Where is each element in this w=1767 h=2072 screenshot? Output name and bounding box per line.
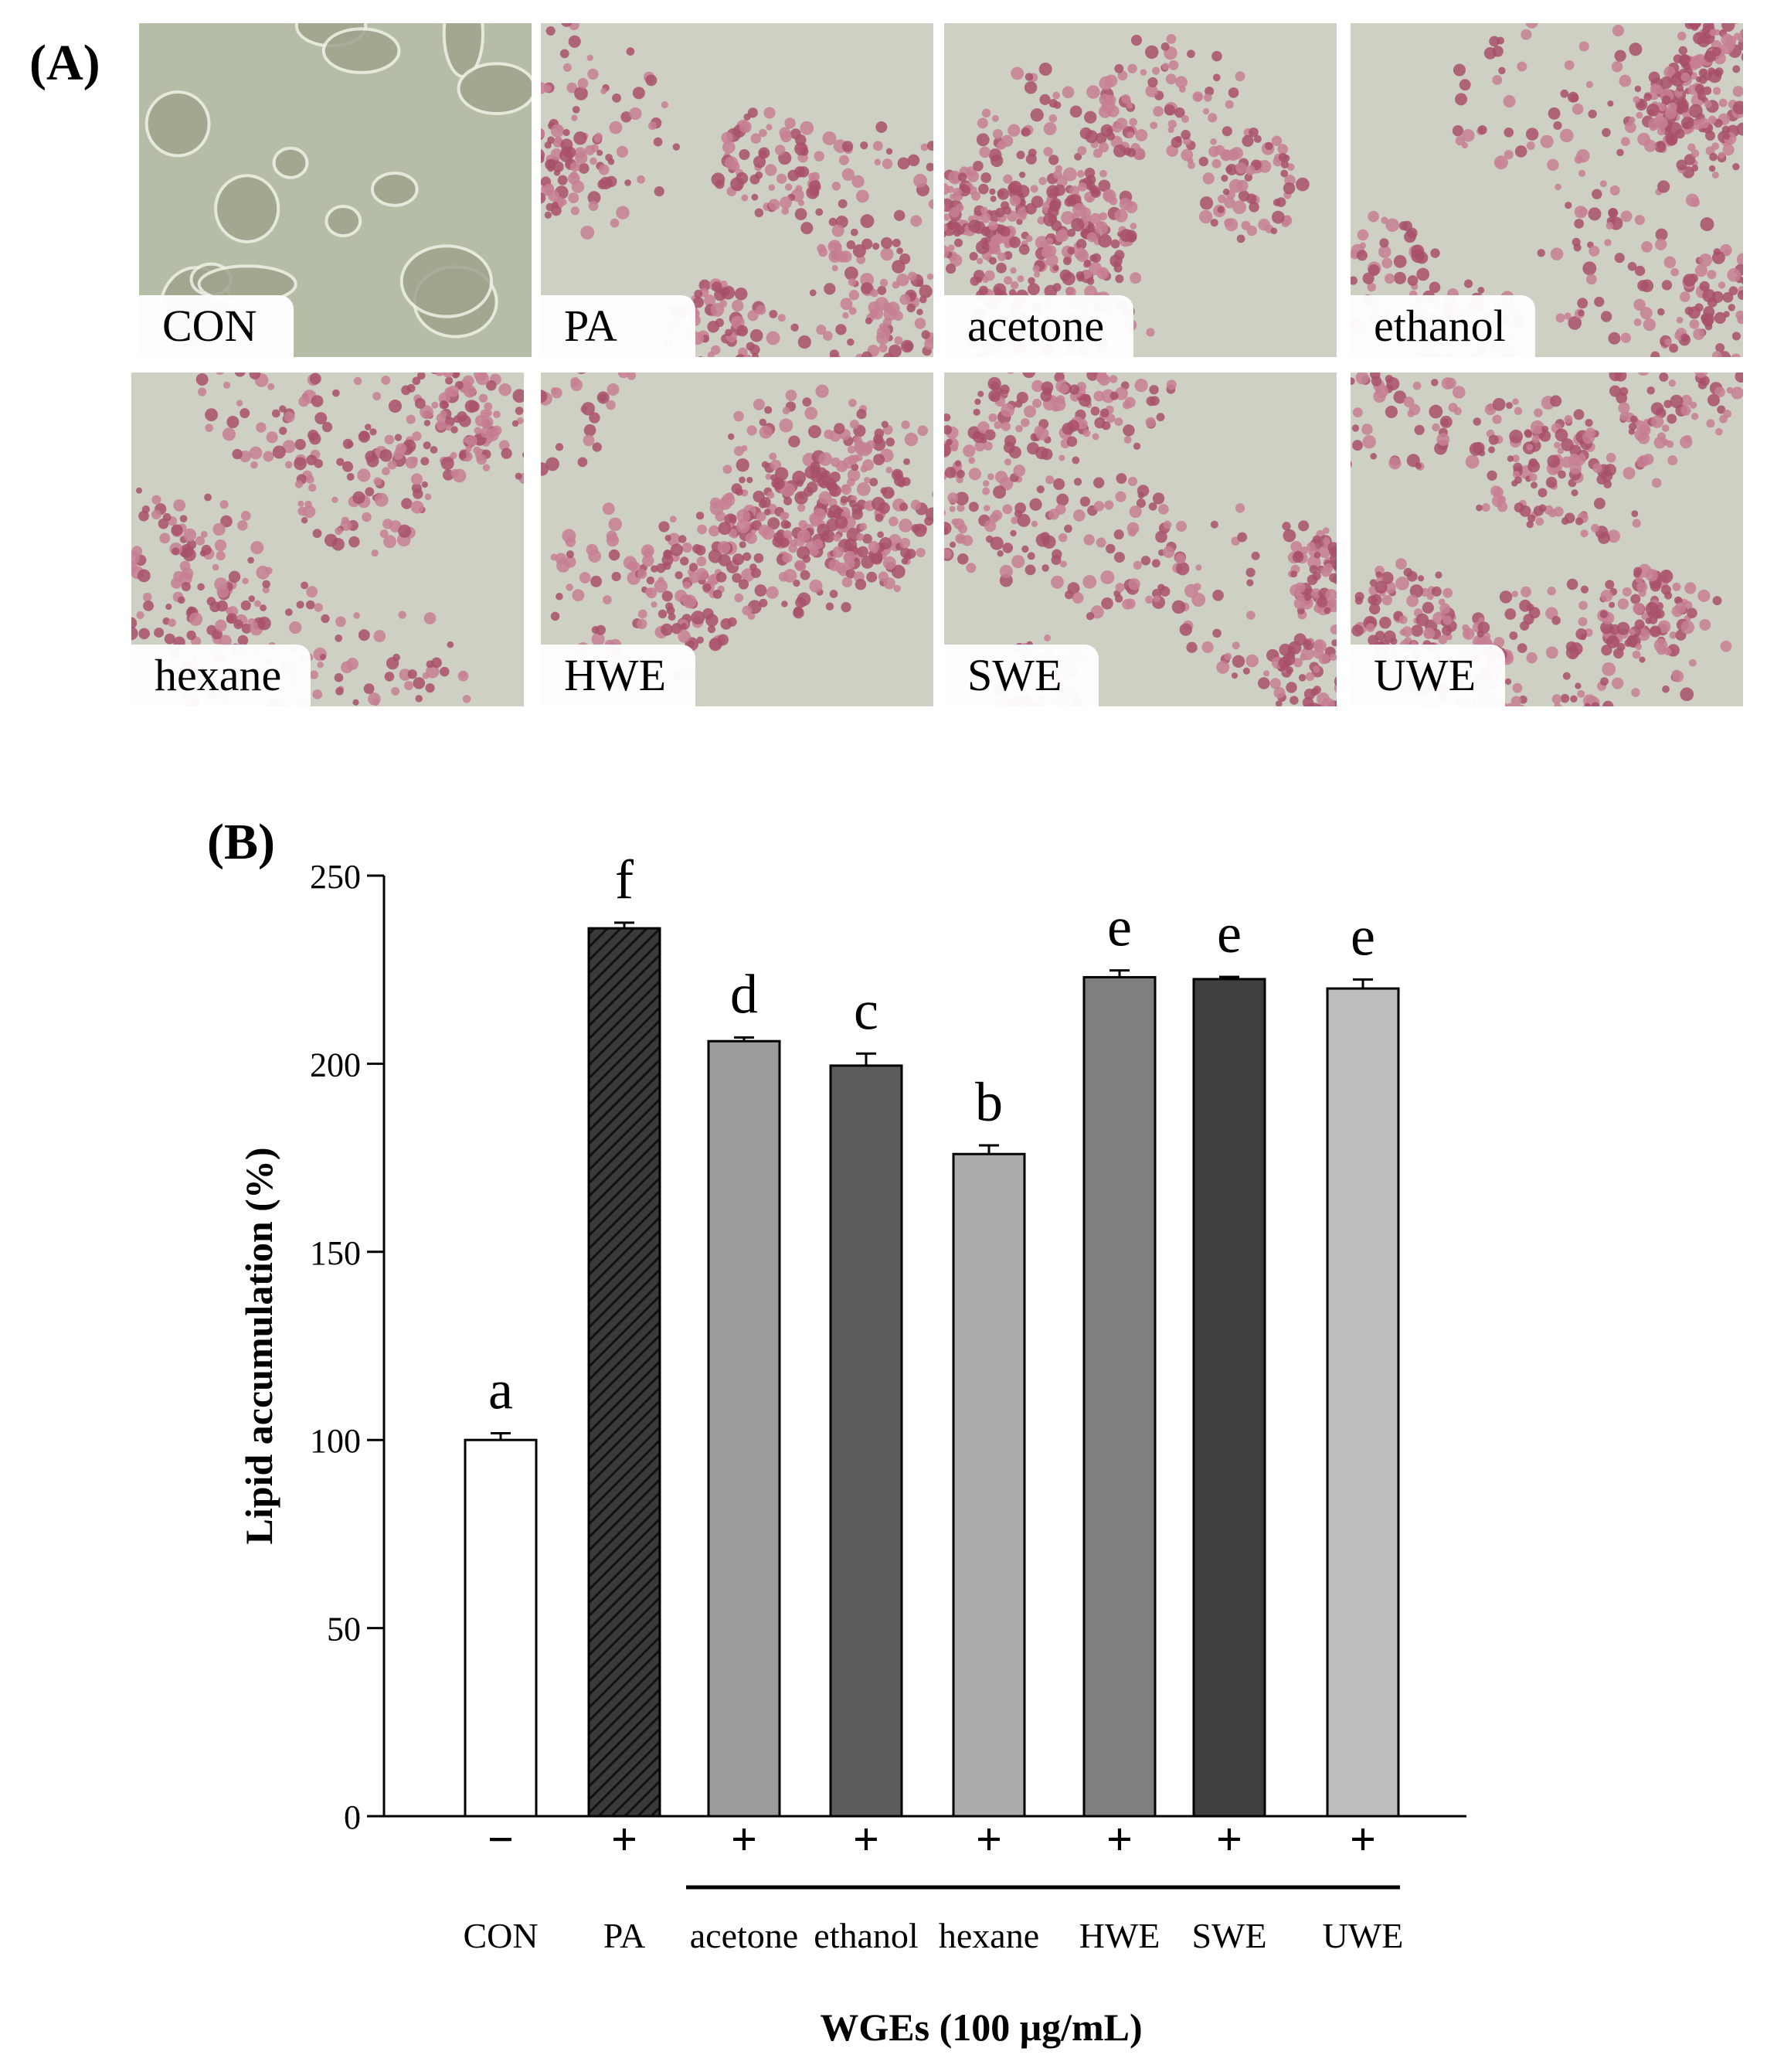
bar-acetone <box>707 1039 781 1818</box>
x-tick-label: UWE <box>1323 1916 1404 1955</box>
panel-a-label: (A) <box>29 35 100 91</box>
micrograph-label: acetone <box>944 295 1134 357</box>
x-tick-label: PA <box>603 1916 646 1955</box>
micrograph-image <box>139 23 532 357</box>
panel-b-label: (B) <box>207 814 275 870</box>
treatment-sign: − <box>488 1814 514 1865</box>
micrograph-label: CON <box>139 295 294 357</box>
significance-letter: b <box>975 1071 1003 1133</box>
x-tick-label: SWE <box>1191 1916 1266 1955</box>
y-tick-label: 200 <box>310 1046 361 1084</box>
significance-letter: f <box>615 849 634 910</box>
y-axis-title: Lipid accumulation (%) <box>237 1148 280 1545</box>
bar-uwe <box>1326 987 1400 1818</box>
significance-letter: e <box>1107 897 1132 958</box>
y-tick-label: 150 <box>310 1234 361 1272</box>
x-tick-label: ethanol <box>814 1916 918 1955</box>
treatment-sign: + <box>853 1814 879 1865</box>
significance-letter: a <box>488 1359 513 1420</box>
micrograph-ethanol: ethanol <box>1351 23 1743 357</box>
treatment-sign: + <box>976 1814 1002 1865</box>
micrograph-label: hexane <box>131 645 311 706</box>
micrograph-label: UWE <box>1351 645 1506 706</box>
significance-letter: d <box>730 963 758 1025</box>
x-tick-label: acetone <box>690 1916 798 1955</box>
micrograph-image <box>1351 23 1743 357</box>
significance-letter: e <box>1217 903 1242 965</box>
bar-con <box>464 1438 538 1818</box>
y-tick-label: 100 <box>310 1422 361 1460</box>
significance-letter: c <box>854 979 878 1041</box>
micrograph-image <box>1351 373 1743 706</box>
y-tick-label: 50 <box>327 1611 361 1648</box>
bar-swe <box>1192 978 1266 1818</box>
x-axis-title: WGEs (100 μg/mL) <box>820 2006 1142 2049</box>
x-tick-label: hexane <box>939 1916 1039 1955</box>
micrograph-con: CON <box>139 23 532 357</box>
bar-ethanol <box>829 1064 903 1818</box>
bar-hwe <box>1082 975 1157 1818</box>
treatment-sign: + <box>611 1814 637 1865</box>
treatment-sign: + <box>1350 1814 1376 1865</box>
micrograph-label: HWE <box>541 645 696 706</box>
x-tick-label: HWE <box>1079 1916 1160 1955</box>
significance-letter: e <box>1351 905 1375 967</box>
micrograph-pa: PA <box>541 23 933 357</box>
x-tick-label: CON <box>463 1916 538 1955</box>
micrograph-label: ethanol <box>1351 295 1535 357</box>
y-tick-label: 250 <box>310 858 361 896</box>
micrograph-image <box>944 23 1337 357</box>
bar-hexane <box>952 1152 1026 1818</box>
treatment-sign: + <box>1216 1814 1242 1865</box>
bar-pa <box>587 927 661 1818</box>
y-tick-label: 0 <box>344 1798 361 1836</box>
micrograph-hexane: hexane <box>131 373 524 706</box>
treatment-sign: + <box>731 1814 757 1865</box>
micrograph-acetone: acetone <box>944 23 1337 357</box>
treatment-sign: + <box>1106 1814 1133 1865</box>
micrograph-swe: SWE <box>944 373 1337 706</box>
micrograph-hwe: HWE <box>541 373 933 706</box>
micrograph-uwe: UWE <box>1351 373 1743 706</box>
micrograph-label: PA <box>541 295 695 357</box>
micrograph-label: SWE <box>944 645 1099 706</box>
